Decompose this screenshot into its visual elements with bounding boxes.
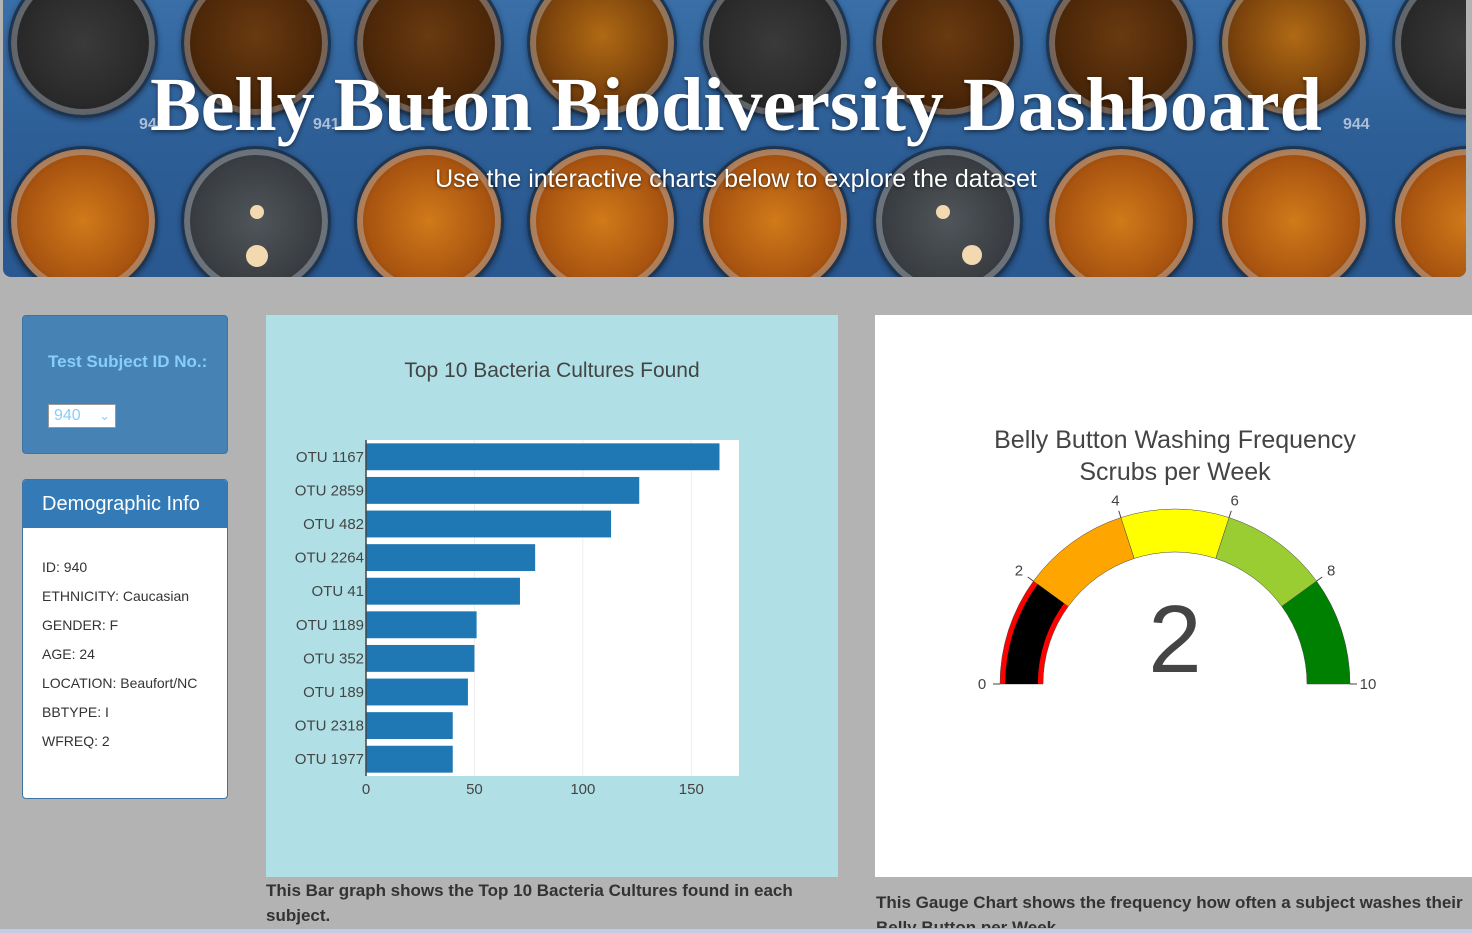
bar-chart-caption: This Bar graph shows the Top 10 Bacteria… [266,881,793,925]
bar-chart-card: Top 10 Bacteria Cultures Found 0 50 100 150… [266,315,838,877]
bar[interactable] [366,476,640,504]
subject-id-selected-value: 940 [54,407,81,424]
chevron-down-icon: ⌄ [99,408,110,423]
gauge-tick [1118,510,1122,518]
bar[interactable] [366,678,468,706]
bar[interactable] [366,611,477,639]
y-tick-label: OTU 189 [303,684,364,701]
demographic-row-location: LOCATION: Beaufort/NC [42,675,198,691]
page-title: Belly Buton Biodiversity Dashboard [150,63,1322,147]
bar[interactable] [366,443,720,471]
gauge-value-label: 2 [1148,586,1201,693]
bar[interactable] [366,745,453,773]
y-tick-label: OTU 1189 [296,617,364,634]
gauge-tick-label: 6 [1230,492,1238,509]
petri-dish-image [8,146,158,277]
gauge-subtitle: Scrubs per Week [1079,458,1271,486]
gauge-chart-card: Belly Button Washing Frequency Scrubs pe… [875,315,1472,877]
bar-chart-title: Top 10 Bacteria Cultures Found [404,359,699,382]
bar[interactable] [366,712,453,740]
gauge-tick-label: 2 [1015,563,1023,580]
y-tick-label: OTU 482 [303,516,364,533]
demographic-row-bbtype: BBTYPE: I [42,704,109,720]
petri-dish-image [700,146,850,277]
y-tick-label: OTU 352 [303,650,364,667]
petri-dish-image [181,146,331,277]
petri-dish-image [1219,146,1369,277]
subject-selector-panel: Test Subject ID No.: 940 ⌄ [22,315,228,454]
y-tick-label: OTU 1167 [296,449,364,466]
petri-dish-image [700,0,850,118]
petri-dish-image [873,146,1023,277]
y-tick-label: OTU 2318 [295,718,364,735]
gauge-step [1120,508,1230,559]
gauge-title: Belly Button Washing Frequency [994,426,1356,454]
gauge-tick-label: 10 [1360,676,1377,693]
demographic-list: ID: 940 ETHNICITY: Caucasian GENDER: F A… [23,528,227,749]
x-tick-label: 150 [679,781,704,798]
gauge-chart-caption: This Gauge Chart shows the frequency how… [876,893,1463,928]
plate-number-label: 944 [1343,116,1370,133]
bar[interactable] [366,577,520,605]
demographic-row-gender: GENDER: F [42,617,119,633]
petri-dish-image [527,0,677,118]
bar[interactable] [366,544,536,572]
demographic-panel: Demographic Info ID: 940 ETHNICITY: Cauc… [22,479,228,799]
petri-dish-image [354,146,504,277]
gauge-tick-label: 0 [978,676,986,693]
x-tick-label: 50 [466,781,483,798]
x-tick-label: 100 [570,781,595,798]
subject-selector-label: Test Subject ID No.: [48,352,208,371]
y-tick-label: OTU 41 [311,583,364,600]
plate-number-label: 940 [139,116,166,133]
demographic-heading: Demographic Info [23,480,227,528]
demographic-row-wfreq: WFREQ: 2 [42,733,110,749]
petri-dish-image [1219,0,1369,118]
petri-dish-image [527,146,677,277]
subject-id-dropdown[interactable]: 940 ⌄ [48,404,116,428]
petri-dish-image [1046,146,1196,277]
page-subtitle: Use the interactive charts below to expl… [435,165,1037,193]
demographic-row-id: ID: 940 [42,559,88,575]
petri-dish-image [1046,0,1196,118]
header-banner: 940 941 944 Belly Buton Biodiversity Das… [3,0,1466,277]
bar-chart[interactable]: Top 10 Bacteria Cultures Found 0 50 100 150… [266,315,838,877]
demographic-row-age: AGE: 24 [42,646,95,662]
gauge-tick-label: 4 [1111,492,1119,509]
gauge-tick [1027,576,1034,582]
gauge-chart[interactable]: Belly Button Washing Frequency Scrubs pe… [875,315,1472,877]
x-tick-label: 0 [362,781,370,798]
y-tick-label: OTU 2859 [295,482,364,499]
gauge-value-bar [1005,584,1065,684]
gauge-tick [1316,576,1323,582]
bar[interactable] [366,510,612,538]
gauge-tick [1228,510,1232,518]
gauge-tick-label: 8 [1327,563,1335,580]
petri-dish-image [181,0,331,118]
y-tick-label: OTU 1977 [295,751,364,768]
bar[interactable] [366,644,475,672]
demographic-row-ethnicity: ETHNICITY: Caucasian [42,588,190,604]
y-tick-label: OTU 2264 [295,550,364,567]
page-bottom-strip [0,929,1472,933]
plate-number-label: 941 [313,116,340,133]
gauge-step [1281,580,1351,685]
